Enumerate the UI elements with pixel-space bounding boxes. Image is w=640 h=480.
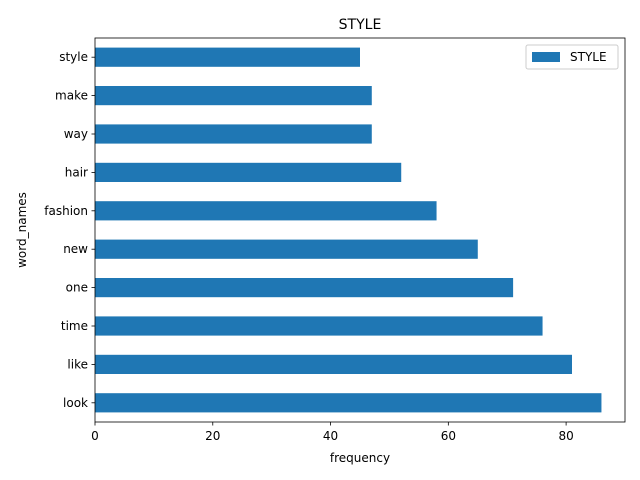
y-tick-label: way bbox=[64, 127, 88, 141]
bar-one bbox=[95, 278, 514, 298]
bar-make bbox=[95, 86, 372, 106]
bar-style bbox=[95, 47, 360, 67]
x-tick-label: 0 bbox=[91, 429, 99, 443]
x-tick-label: 40 bbox=[323, 429, 338, 443]
chart-title: STYLE bbox=[339, 17, 382, 33]
legend-label: STYLE bbox=[570, 50, 607, 64]
y-axis-ticks: look like time one new fashion hair way make styl… bbox=[44, 50, 95, 410]
bar-way bbox=[95, 124, 372, 144]
y-tick-label: hair bbox=[65, 165, 88, 179]
bar-hair bbox=[95, 162, 402, 182]
y-axis-label: word_names bbox=[15, 192, 29, 268]
bar-new bbox=[95, 239, 478, 259]
y-tick-label: new bbox=[63, 242, 88, 256]
bar-fashion bbox=[95, 201, 437, 221]
bars-group bbox=[95, 47, 602, 413]
x-tick-label: 80 bbox=[558, 429, 573, 443]
plot-frame bbox=[94, 37, 626, 423]
legend-swatch bbox=[532, 52, 560, 62]
bar-look bbox=[95, 393, 602, 413]
x-axis-ticks: 0 20 40 60 80 bbox=[91, 422, 574, 443]
legend: STYLE bbox=[525, 44, 619, 70]
x-axis-label: frequency bbox=[330, 451, 390, 465]
y-tick-label: style bbox=[59, 50, 88, 64]
y-tick-label: time bbox=[61, 319, 88, 333]
y-tick-label: one bbox=[66, 281, 88, 295]
x-tick-label: 60 bbox=[441, 429, 456, 443]
y-tick-label: look bbox=[63, 396, 88, 410]
y-tick-label: like bbox=[67, 357, 88, 371]
legend-box bbox=[525, 44, 619, 70]
x-tick-label: 20 bbox=[205, 429, 220, 443]
bar-like bbox=[95, 354, 572, 374]
y-tick-label: make bbox=[55, 89, 88, 103]
bar-time bbox=[95, 316, 543, 336]
y-tick-label: fashion bbox=[44, 204, 88, 218]
